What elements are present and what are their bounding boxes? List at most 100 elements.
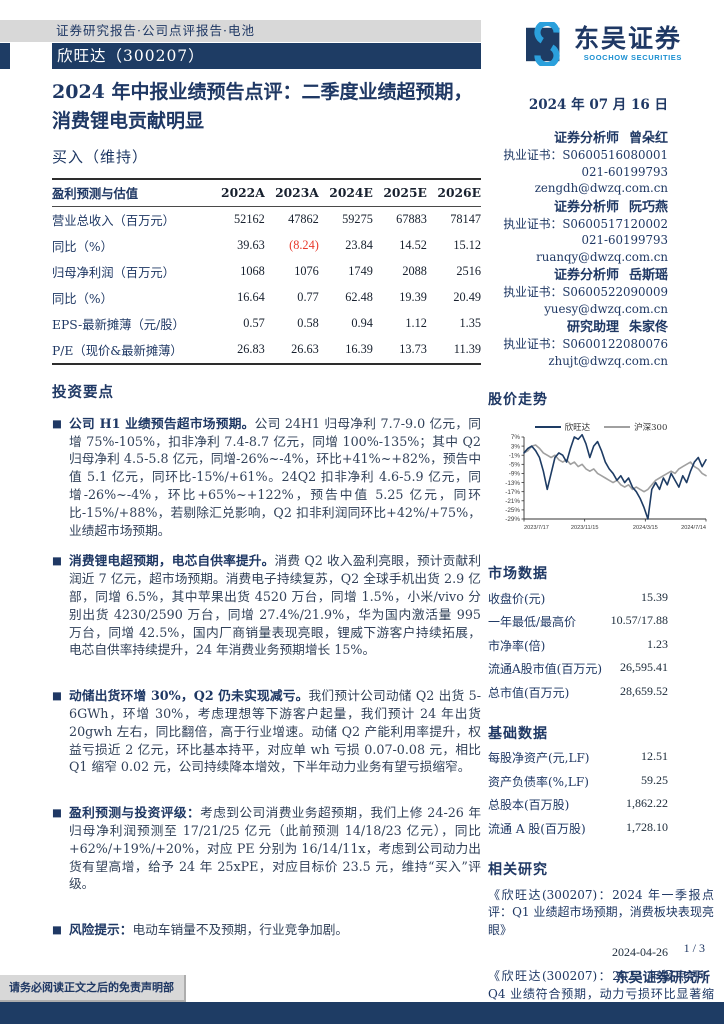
list-item: 资产负债率(%,LF) 59.25 [488,773,668,790]
cell-value: 2516 [456,264,481,279]
forecast-header-cell: 2025E [383,185,427,201]
svg-text:-5%: -5% [509,462,521,469]
key-point-text: 消费 Q2 收入盈利亮眼，预计贡献利润近 7 亿元，超市场预期。消费电子持续复苏… [69,553,482,658]
key-point-lead: 公司 H1 业绩预告超市场预期。 [69,415,255,431]
analyst-name: 曾朵红 [628,131,668,146]
svg-text:7%: 7% [511,434,521,441]
table-row: 营业总收入（百万元） 52162 47862 59275 67883 78147 [52,206,481,233]
list-item: 总市值(百万元) 28,659.52 [488,684,668,701]
key-point-item: 消费锂电超预期，电芯自供率提升。消费 Q2 收入盈利亮眼，预计贡献利润近 7 亿… [52,552,481,659]
analyst-name-line: 证券分析师 阮巧燕 [488,199,668,216]
key-point-text: 公司 24H1 归母净利 7.7-9.0 亿元，同增 75%-105%，扣非净利… [69,415,481,538]
cell-value: 47862 [288,212,319,227]
key-point-text: 我们预计公司动储 Q2 出货 5-6GWh，环增 30%，考虑理想等下游客户起量… [69,688,481,775]
svg-text:3%: 3% [511,443,521,450]
list-item: 每股净资产(元,LF) 12.51 [488,749,668,766]
analyst-cert: 执业证书：S0600516080001 [503,148,668,162]
row-label: 归母净利润（百万元） [52,265,175,280]
analyst-role: 研究助理 [566,320,619,335]
analyst-entry: 证券分析师 岳斯瑶 执业证书：S0600522090009 yuesy@dwzq.… [488,267,668,317]
data-value: 1,862.22 [626,796,668,810]
cell-value: 0.58 [297,316,319,331]
cell-value: 15.12 [453,238,481,253]
left-accent-block [0,43,10,69]
related-research-section: 相关研究 《欣旺达(300207)：2024 年一季报点评：Q1 业绩超市场预期… [488,859,714,1024]
legend-item: 沪深300 [604,421,667,433]
analyst-name: 朱家佟 [628,320,668,335]
legend-swatch-1 [604,425,631,429]
company-name-code: 欣旺达（300207） [57,47,205,65]
logo-en-text: SOOCHOW SECURITIES [583,53,683,62]
basic-data-section: 基础数据 每股净资产(元,LF) 12.51 资产负债率(%,LF) 59.25 总… [488,723,714,837]
list-item: 总股本(百万股) 1,862.22 [488,796,668,813]
svg-text:-29%: -29% [505,516,520,523]
svg-text:-9%: -9% [509,471,521,478]
data-label: 总股本(百万股) [488,798,570,812]
analyst-cert: 执业证书：S0600122080076 [503,337,668,351]
svg-text:-21%: -21% [505,498,520,505]
key-point-lead: 动储出货环增 30%，Q2 仍未实现减亏。 [69,688,309,704]
cell-value: 62.48 [345,290,373,305]
list-item: 流通A股市值(百万元) 26,595.41 [488,660,668,677]
key-point-item: 风险提示：电动车销量不及预期，行业竞争加剧。 [52,921,481,940]
logo-cn-text: 东吴证券 [574,24,683,53]
list-item: 一年最低/最高价 10.57/17.88 [488,613,668,630]
cell-value: 1076 [294,264,319,279]
cell-value: 11.39 [453,342,481,357]
forecast-header-row: 盈利预测与估值 2022A 2023A 2024E 2025E 2026E [52,179,481,207]
key-point-item: 公司 H1 业绩预告超市场预期。公司 24H1 归母净利 7.7-9.0 亿元，… [52,415,481,540]
list-item: 收盘价(元) 15.39 [488,590,668,607]
logo-text: 东吴证券 SOOCHOW SECURITIES [574,26,682,62]
analyst-role: 证券分析师 [553,199,619,215]
analyst-email: ruanqy@dwzq.com.cn [536,249,668,264]
analyst-email: zengdh@dwzq.com.cn [534,181,668,195]
data-value: 1.23 [647,636,668,651]
row-label: 营业总收入（百万元） [52,213,175,228]
data-value: 59.25 [641,772,668,787]
row-label: P/E（现价&最新摊薄） [52,343,183,358]
svg-text:2023/7/17: 2023/7/17 [524,525,549,531]
research-item-date: 2024-04-26 [612,945,668,959]
cell-value: 1068 [240,264,265,279]
analyst-name-line: 证券分析师 曾朵红 [488,130,668,147]
data-value: 10.57/17.88 [610,613,668,627]
analyst-email: zhujt@dwzq.com.cn [548,353,668,368]
legend-swatch-0 [534,425,561,429]
data-value: 15.39 [641,589,668,604]
analyst-entry: 证券分析师 曾朵红 执业证书：S0600516080001 021-6019979… [488,130,668,197]
cell-value: 0.94 [351,316,373,331]
research-item-title: 《欣旺达(300207)：2024 年一季报点评：Q1 业绩超市场预期，消费板块… [488,887,714,937]
key-point-text: 考虑到公司消费业务超预期，我们上修 24-26 年归母净利润预测至 17/21/… [69,805,482,892]
main-column: 2024 年中报业绩预告点评：二季度业绩超预期，消费锂电贡献明显 买入（维持） … [52,78,481,952]
analyst-name-line: 研究助理 朱家佟 [488,319,668,336]
data-label: 流通 A 股(百万股) [488,821,586,836]
data-value: 26,595.41 [620,660,668,674]
analyst-block: 证券分析师 曾朵红 执业证书：S0600516080001 021-6019979… [488,130,668,369]
cell-value: 20.49 [453,290,481,305]
analyst-entry: 研究助理 朱家佟 执业证书：S0600122080076 zhujt@dwzq.c… [488,319,668,369]
cell-value: 67883 [396,212,427,227]
forecast-header-cell: 2022A [221,185,265,201]
disclaimer-box: 请务必阅读正文之后的免责声明部分 [0,975,186,1019]
table-row: 同比（%） 16.64 0.77 62.48 19.39 20.49 [52,285,481,311]
analyst-phone: 021-60199793 [581,164,668,179]
row-label: 同比（%） [52,291,113,306]
cell-value: 52162 [234,212,265,227]
cell-value: 0.77 [297,290,319,305]
cell-value: 1749 [348,264,373,279]
key-point-lead: 消费锂电超预期，电芯自供率提升。 [69,553,275,569]
data-label: 一年最低/最高价 [488,615,577,629]
institute-name: 东吴证券研究所 [615,970,711,986]
related-research-heading: 相关研究 [488,861,548,878]
table-row: 归母净利润（百万元） 1068 1076 1749 2088 2516 [52,259,481,285]
analyst-cert: 执业证书：S0600517120002 [503,216,668,231]
table-row: 同比（%） 39.63 (8.24) 23.84 14.52 15.12 [52,233,481,259]
soochow-logo: 东吴证券 SOOCHOW SECURITIES [526,22,682,66]
analyst-role: 证券分析师 [553,268,619,283]
key-point-text: 电动车销量不及预期，行业竞争加剧。 [132,922,349,938]
cell-value: 26.83 [237,342,265,357]
list-item: 流通 A 股(百万股) 1,728.10 [488,820,668,837]
forecast-header-cell: 2023A [275,185,319,201]
row-label: 同比（%） [52,239,113,254]
price-trend-chart: 7% 3% -1% -5% -9% -13% -17% -21% -25% -29% 2023/7/… [505,433,707,531]
